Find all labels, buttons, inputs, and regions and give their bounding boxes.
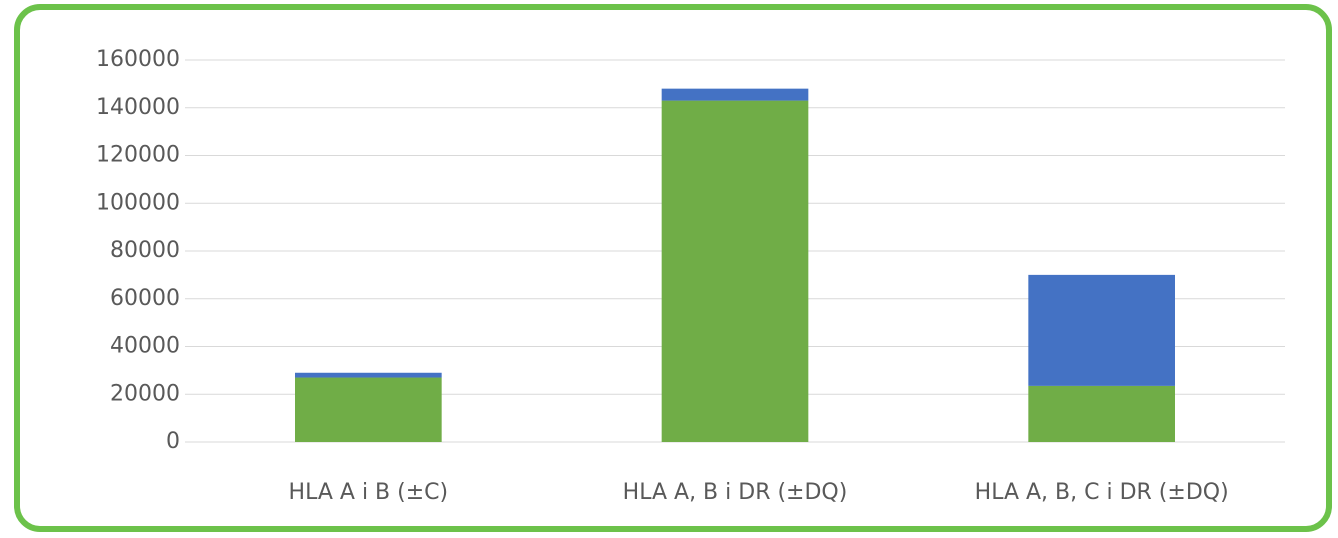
y-tick-label: 80000	[110, 238, 180, 263]
bar-segment	[1028, 385, 1175, 442]
x-tick-label: HLA A, B, C i DR (±DQ)	[975, 480, 1229, 505]
bar-segment	[295, 372, 442, 378]
y-tick-label: 20000	[110, 381, 180, 406]
y-tick-label: 120000	[96, 143, 180, 168]
bar-segment	[661, 100, 809, 443]
bar-segment	[1028, 274, 1175, 386]
bar-segment	[661, 88, 809, 101]
bar-segment	[295, 377, 442, 442]
y-tick-label: 100000	[96, 190, 180, 215]
y-tick-label: 60000	[110, 286, 180, 311]
x-tick-label: HLA A, B i DR (±DQ)	[623, 480, 848, 505]
y-tick-label: 40000	[110, 334, 180, 359]
y-tick-label: 140000	[96, 95, 180, 120]
y-tick-label: 160000	[96, 47, 180, 72]
x-tick-label: HLA A i B (±C)	[289, 480, 449, 505]
y-tick-label: 0	[166, 429, 180, 454]
